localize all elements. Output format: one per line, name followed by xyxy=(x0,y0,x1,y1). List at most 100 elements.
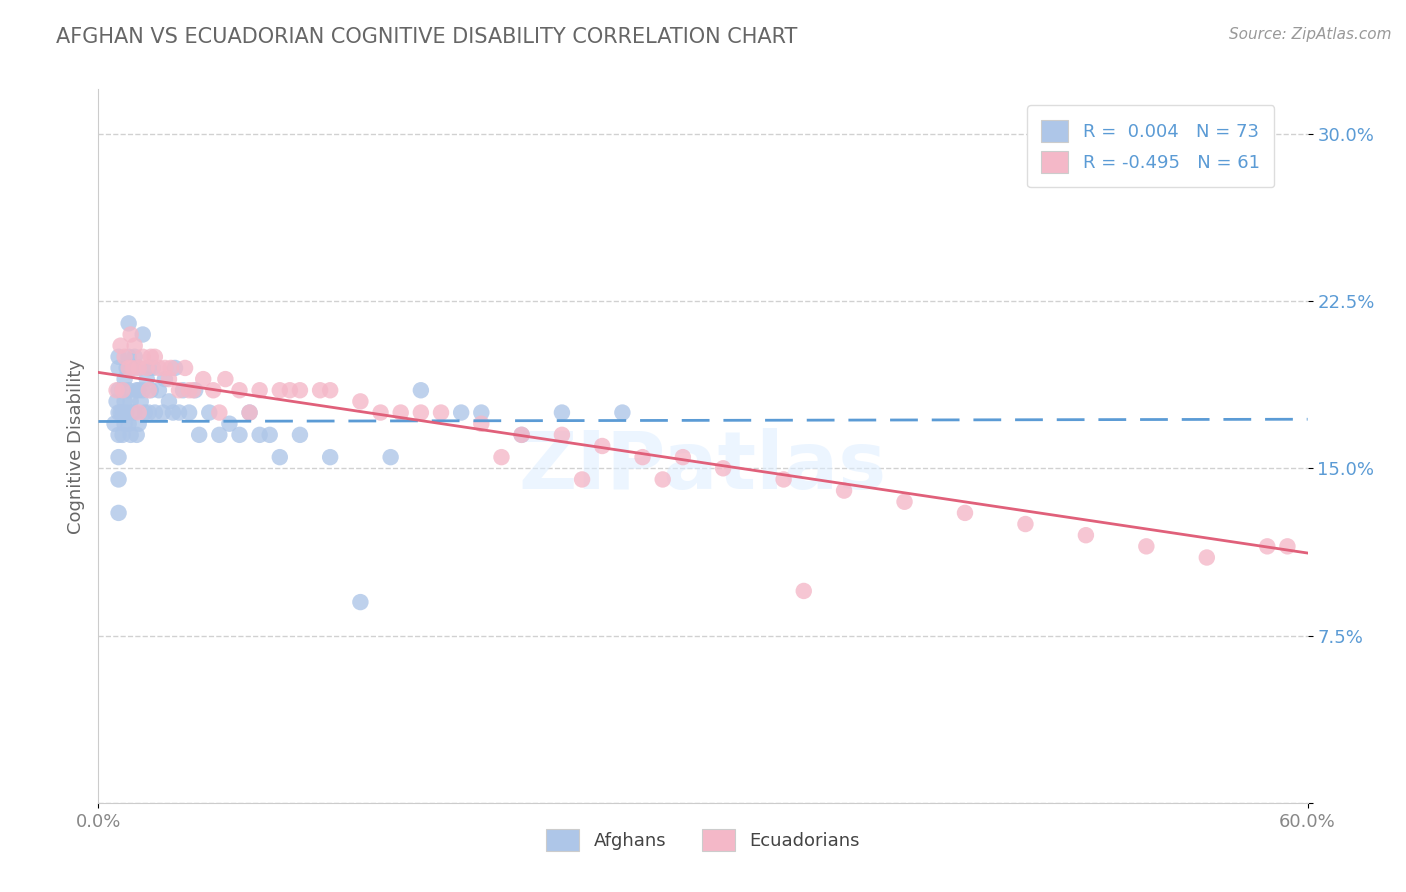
Point xyxy=(138,360,160,375)
Point xyxy=(110,338,132,352)
Point xyxy=(143,405,166,419)
Point xyxy=(115,405,138,419)
Point xyxy=(107,360,129,375)
Point xyxy=(711,461,734,475)
Point xyxy=(389,405,412,419)
Point xyxy=(105,394,128,409)
Point xyxy=(128,384,150,398)
Point xyxy=(1074,528,1097,542)
Point xyxy=(118,316,141,330)
Point xyxy=(832,483,855,498)
Point xyxy=(672,450,695,464)
Point xyxy=(120,394,142,409)
Point xyxy=(163,360,186,375)
Point xyxy=(153,360,176,375)
Point xyxy=(132,350,155,364)
Point xyxy=(1135,539,1157,553)
Point xyxy=(143,350,166,364)
Point xyxy=(612,405,634,419)
Point xyxy=(114,394,136,409)
Point xyxy=(107,350,129,364)
Point xyxy=(114,350,136,364)
Point xyxy=(125,384,148,398)
Point xyxy=(107,450,129,464)
Point xyxy=(1195,550,1218,565)
Point xyxy=(103,417,125,431)
Point xyxy=(551,405,574,419)
Point xyxy=(132,384,155,398)
Point xyxy=(510,427,533,442)
Point xyxy=(269,450,291,464)
Point xyxy=(107,405,129,419)
Point xyxy=(793,583,815,598)
Point xyxy=(118,350,141,364)
Point xyxy=(651,473,673,487)
Point xyxy=(125,427,148,442)
Point xyxy=(105,384,128,398)
Point xyxy=(118,417,141,431)
Point xyxy=(134,405,156,419)
Point xyxy=(430,405,453,419)
Point xyxy=(409,405,432,419)
Point xyxy=(174,360,197,375)
Point xyxy=(1014,516,1036,531)
Legend: Afghans, Ecuadorians: Afghans, Ecuadorians xyxy=(540,822,866,858)
Point xyxy=(153,372,176,386)
Point xyxy=(249,427,271,442)
Point xyxy=(107,384,129,398)
Point xyxy=(198,405,221,419)
Text: Source: ZipAtlas.com: Source: ZipAtlas.com xyxy=(1229,27,1392,42)
Point xyxy=(138,405,160,419)
Point xyxy=(181,384,204,398)
Point xyxy=(121,405,143,419)
Point xyxy=(319,384,342,398)
Point xyxy=(111,427,134,442)
Point xyxy=(115,360,138,375)
Point xyxy=(114,372,136,386)
Point xyxy=(142,360,165,375)
Point xyxy=(591,439,613,453)
Point xyxy=(380,450,402,464)
Point xyxy=(631,450,654,464)
Point xyxy=(139,350,162,364)
Point xyxy=(239,405,262,419)
Point xyxy=(551,427,574,442)
Point xyxy=(470,405,492,419)
Text: ZIPatlas: ZIPatlas xyxy=(519,428,887,507)
Point xyxy=(128,417,150,431)
Point xyxy=(893,494,915,508)
Point xyxy=(121,360,143,375)
Point xyxy=(157,394,180,409)
Point xyxy=(193,372,215,386)
Point xyxy=(1256,539,1278,553)
Point xyxy=(953,506,976,520)
Point xyxy=(139,384,162,398)
Point xyxy=(278,384,301,398)
Point xyxy=(510,427,533,442)
Point xyxy=(128,360,150,375)
Point xyxy=(319,450,342,464)
Point xyxy=(129,394,152,409)
Point xyxy=(172,384,194,398)
Point xyxy=(121,360,143,375)
Point xyxy=(120,427,142,442)
Point xyxy=(128,405,150,419)
Point xyxy=(162,405,184,419)
Point xyxy=(571,473,593,487)
Point xyxy=(228,427,250,442)
Point xyxy=(107,506,129,520)
Point xyxy=(110,405,132,419)
Point xyxy=(208,427,231,442)
Point xyxy=(249,384,271,398)
Point xyxy=(138,384,160,398)
Point xyxy=(160,360,183,375)
Point xyxy=(157,372,180,386)
Point xyxy=(259,427,281,442)
Point xyxy=(128,360,150,375)
Point xyxy=(124,350,146,364)
Point xyxy=(135,372,157,386)
Point xyxy=(135,360,157,375)
Point xyxy=(148,384,170,398)
Point xyxy=(370,405,392,419)
Point xyxy=(214,372,236,386)
